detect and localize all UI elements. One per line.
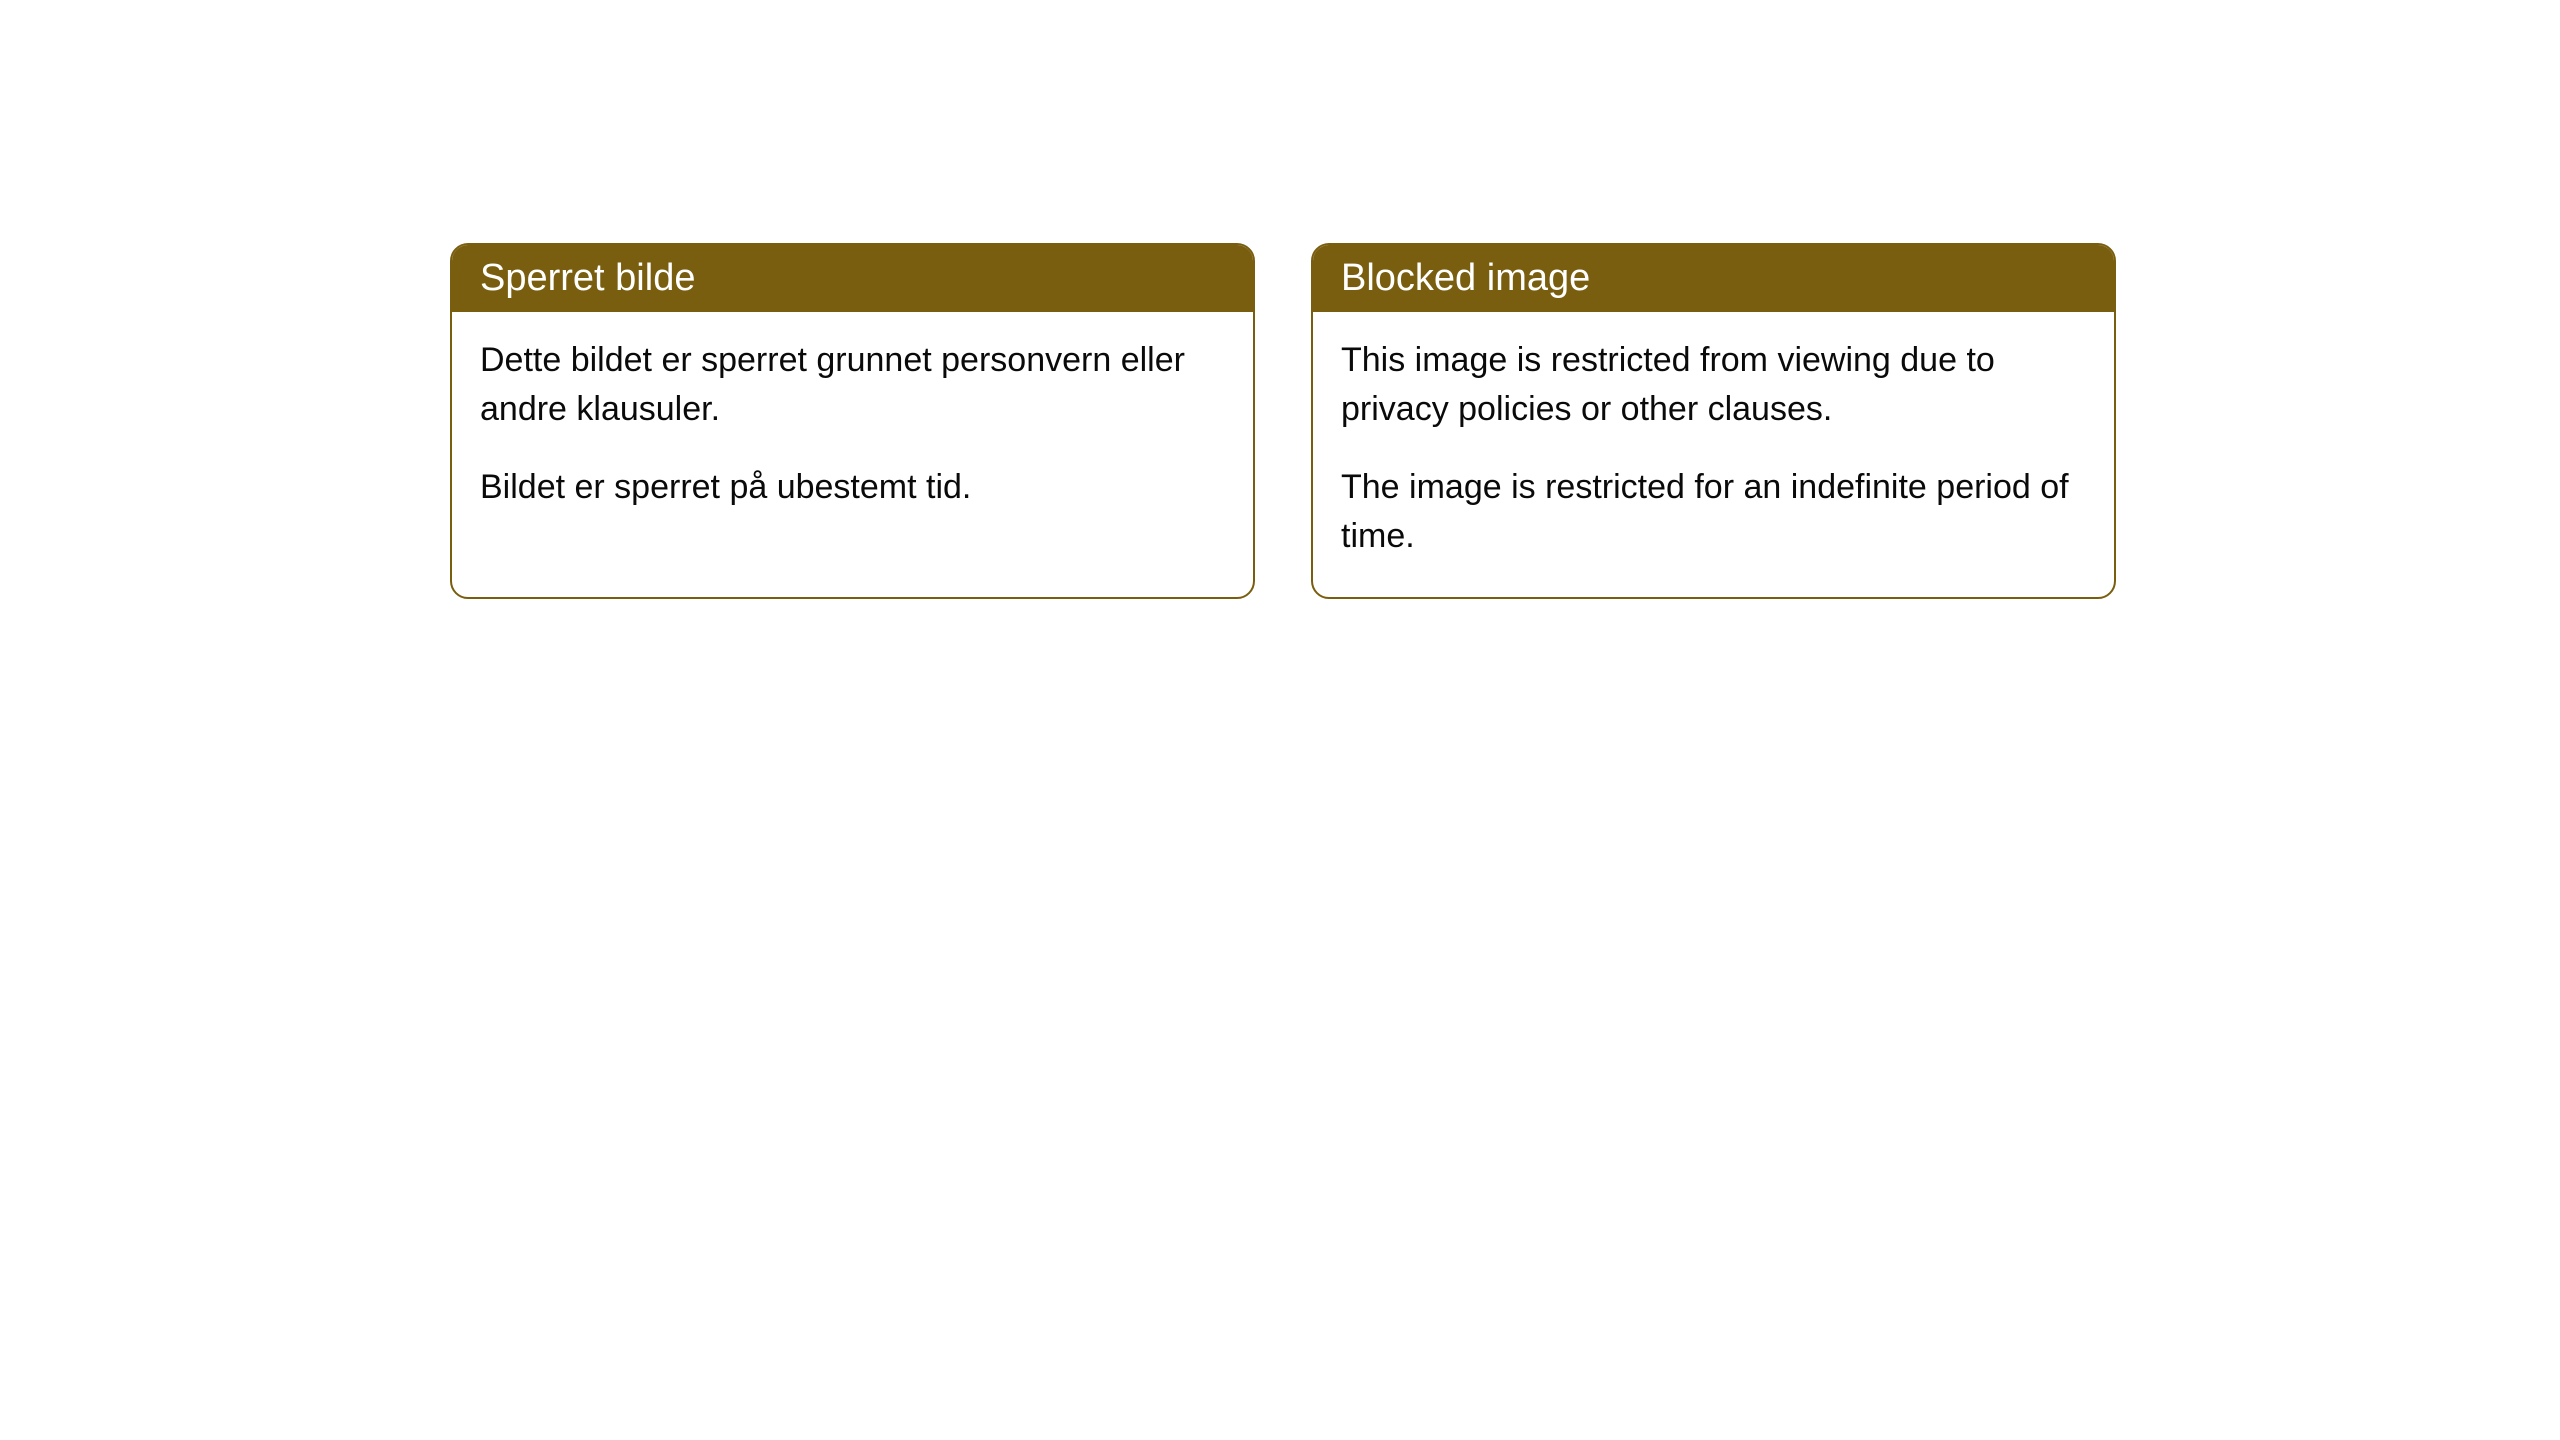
card-paragraph: This image is restricted from viewing du… <box>1341 336 2086 435</box>
card-body: This image is restricted from viewing du… <box>1313 312 2114 597</box>
card-title: Blocked image <box>1341 257 1590 299</box>
card-paragraph: The image is restricted for an indefinit… <box>1341 463 2086 562</box>
notice-card-english: Blocked image This image is restricted f… <box>1311 243 2116 599</box>
card-paragraph: Dette bildet er sperret grunnet personve… <box>480 336 1225 435</box>
notice-cards-container: Sperret bilde Dette bildet er sperret gr… <box>450 243 2116 599</box>
card-header: Blocked image <box>1313 245 2114 312</box>
notice-card-norwegian: Sperret bilde Dette bildet er sperret gr… <box>450 243 1255 599</box>
card-header: Sperret bilde <box>452 245 1253 312</box>
card-title: Sperret bilde <box>480 257 695 299</box>
card-paragraph: Bildet er sperret på ubestemt tid. <box>480 463 1225 512</box>
card-body: Dette bildet er sperret grunnet personve… <box>452 312 1253 548</box>
